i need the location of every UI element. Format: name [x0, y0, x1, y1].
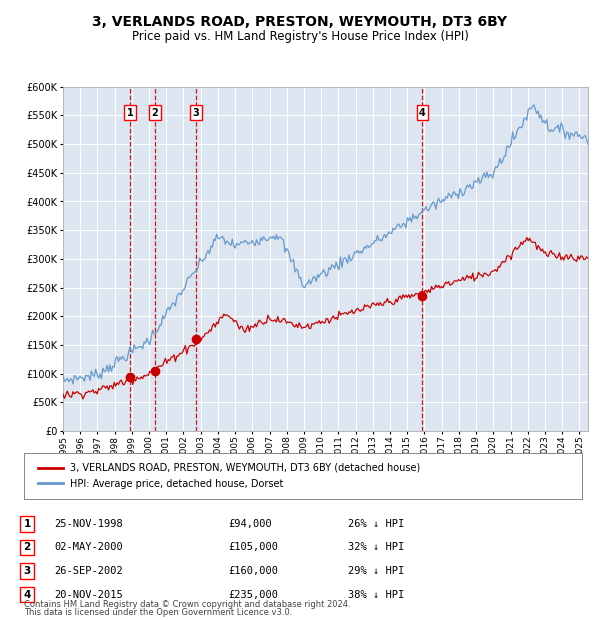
Text: 38% ↓ HPI: 38% ↓ HPI [348, 590, 404, 600]
Text: £105,000: £105,000 [228, 542, 278, 552]
Text: 26-SEP-2002: 26-SEP-2002 [54, 566, 123, 576]
Text: 26% ↓ HPI: 26% ↓ HPI [348, 519, 404, 529]
Text: 4: 4 [23, 590, 31, 600]
Text: 3: 3 [193, 108, 199, 118]
Text: 25-NOV-1998: 25-NOV-1998 [54, 519, 123, 529]
Text: 3: 3 [23, 566, 31, 576]
Text: 20-NOV-2015: 20-NOV-2015 [54, 590, 123, 600]
Text: 2: 2 [23, 542, 31, 552]
Text: 3, VERLANDS ROAD, PRESTON, WEYMOUTH, DT3 6BY: 3, VERLANDS ROAD, PRESTON, WEYMOUTH, DT3… [92, 16, 508, 30]
Text: 4: 4 [419, 108, 426, 118]
Legend: 3, VERLANDS ROAD, PRESTON, WEYMOUTH, DT3 6BY (detached house), HPI: Average pric: 3, VERLANDS ROAD, PRESTON, WEYMOUTH, DT3… [34, 459, 425, 493]
Text: 1: 1 [23, 519, 31, 529]
Text: Contains HM Land Registry data © Crown copyright and database right 2024.: Contains HM Land Registry data © Crown c… [24, 600, 350, 609]
Text: Price paid vs. HM Land Registry's House Price Index (HPI): Price paid vs. HM Land Registry's House … [131, 30, 469, 43]
Text: 32% ↓ HPI: 32% ↓ HPI [348, 542, 404, 552]
Text: 1: 1 [127, 108, 134, 118]
Text: 02-MAY-2000: 02-MAY-2000 [54, 542, 123, 552]
Text: £94,000: £94,000 [228, 519, 272, 529]
Text: 2: 2 [151, 108, 158, 118]
Text: £160,000: £160,000 [228, 566, 278, 576]
Text: This data is licensed under the Open Government Licence v3.0.: This data is licensed under the Open Gov… [24, 608, 292, 617]
Text: £235,000: £235,000 [228, 590, 278, 600]
Text: 29% ↓ HPI: 29% ↓ HPI [348, 566, 404, 576]
